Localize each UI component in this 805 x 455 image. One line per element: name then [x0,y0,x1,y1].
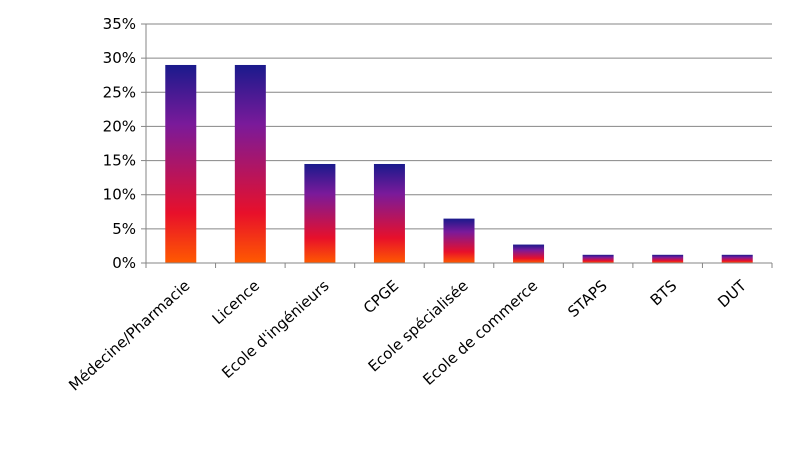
x-tick-label: STAPS [564,277,610,321]
x-tick-label: Licence [209,277,263,329]
bar [513,244,545,263]
x-tick-label: BTS [647,277,681,310]
bar [652,254,684,263]
y-tick-label: 35% [103,15,136,33]
y-tick-label: 0% [112,254,136,272]
y-tick-label: 30% [103,49,136,67]
bar [165,64,197,263]
bar [234,64,266,263]
y-tick-label: 5% [112,220,136,238]
y-tick-label: 20% [103,117,136,135]
x-tick-label: Ecole de commerce [419,277,541,389]
bar [304,163,336,263]
x-tick-label: Médecine/Pharmacie [65,277,193,395]
bar [721,254,753,263]
bars [165,64,753,263]
y-tick-labels: 0% 5% 10% 15% 20% 25% 30% 35% [103,15,136,272]
axes [141,23,773,268]
bar [443,218,475,263]
x-tick-label: DUT [714,276,750,311]
x-tick-label: CPGE [360,277,402,318]
y-tick-label: 15% [103,152,136,170]
bar [582,254,614,263]
bar [373,163,405,263]
y-tick-label: 10% [103,186,136,204]
y-tick-label: 25% [103,83,136,101]
